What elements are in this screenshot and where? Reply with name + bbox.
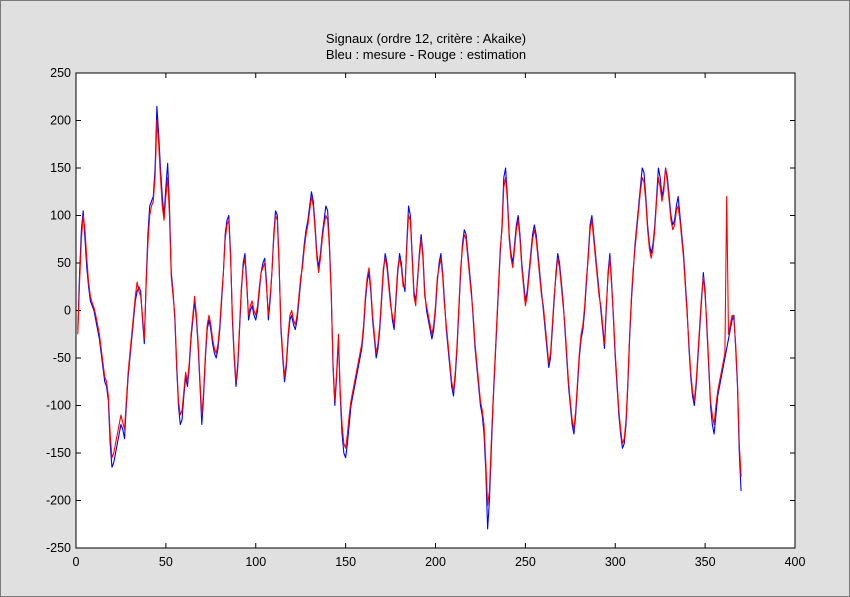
y-tick-label: 0 — [64, 304, 71, 318]
y-tick-label: -100 — [46, 399, 71, 413]
axis-ticks: 0 50 100 150 200 250 300 350 400250200150100500-… — [46, 66, 806, 569]
x-tick-label: 50 — [159, 555, 173, 569]
y-tick-label: -250 — [46, 541, 71, 555]
series-line-red — [77, 119, 742, 506]
y-tick-label: -50 — [53, 351, 71, 365]
chart-subtitle: Bleu : mesure - Rouge : estimation — [326, 47, 526, 62]
y-tick-label: 250 — [50, 66, 71, 80]
x-tick-label: 250 — [515, 555, 536, 569]
y-tick-label: 150 — [50, 161, 71, 175]
y-tick-label: 200 — [50, 114, 71, 128]
y-tick-label: 100 — [50, 209, 71, 223]
x-tick-label: 0 — [73, 555, 80, 569]
x-tick-label: 400 — [785, 555, 806, 569]
x-tick-label: 150 — [335, 555, 356, 569]
x-tick-label: 200 — [425, 555, 446, 569]
chart-title: Signaux (ordre 12, critère : Akaike) — [326, 31, 526, 46]
y-tick-label: -150 — [46, 446, 71, 460]
x-tick-label: 300 — [605, 555, 626, 569]
y-tick-label: 50 — [57, 256, 71, 270]
y-tick-label: -200 — [46, 494, 71, 508]
x-tick-label: 350 — [695, 555, 716, 569]
series-lines — [77, 105, 742, 530]
x-tick-label: 100 — [245, 555, 266, 569]
